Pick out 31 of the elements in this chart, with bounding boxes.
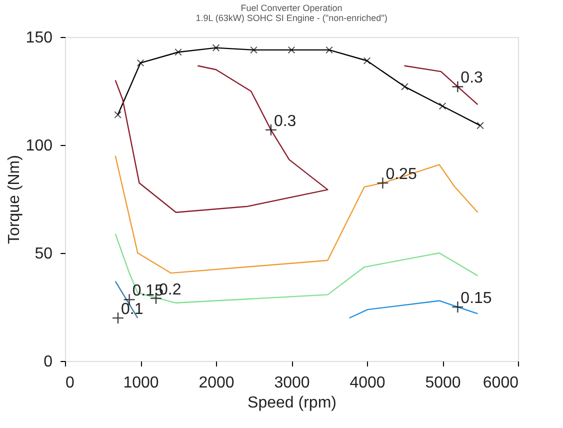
- chart-title: Fuel Converter Operation: [240, 3, 342, 13]
- point: [326, 46, 333, 54]
- x-tick-label: 4000: [350, 374, 386, 392]
- line-series: [114, 65, 328, 213]
- annotation: 0.3: [274, 112, 296, 130]
- point: [136, 59, 144, 67]
- x-tick-label: 2000: [198, 374, 234, 392]
- annotation: 0.3: [460, 70, 484, 87]
- point: [174, 48, 182, 56]
- line-series: [114, 155, 478, 274]
- y-tick-label: 50: [34, 246, 53, 262]
- point: [114, 111, 122, 118]
- y-axis-title: Torque (Nm): [6, 155, 23, 244]
- x-tick-label: 1000: [123, 374, 159, 392]
- x-tick-label: 6000: [482, 374, 519, 392]
- point: [212, 44, 220, 52]
- point: [401, 83, 408, 90]
- x-tick-label: 0: [66, 374, 74, 392]
- chart-subtitle: 1.9L (63kW) SOHC SI Engine - ("non-enriched"): [196, 13, 388, 23]
- point: [288, 46, 296, 54]
- x-tick-label: 5000: [425, 374, 461, 392]
- y-tick-label: 100: [26, 138, 53, 154]
- y-tick-label: 150: [26, 30, 53, 46]
- annotation: 0.15: [460, 290, 492, 307]
- point: [250, 46, 258, 54]
- y-tick-label: 0: [44, 354, 53, 370]
- x-axis-title: Speed (rpm): [248, 394, 336, 412]
- point: [363, 57, 371, 64]
- point: [438, 102, 446, 110]
- x-tick-label: 3000: [274, 374, 310, 392]
- point: [476, 122, 484, 130]
